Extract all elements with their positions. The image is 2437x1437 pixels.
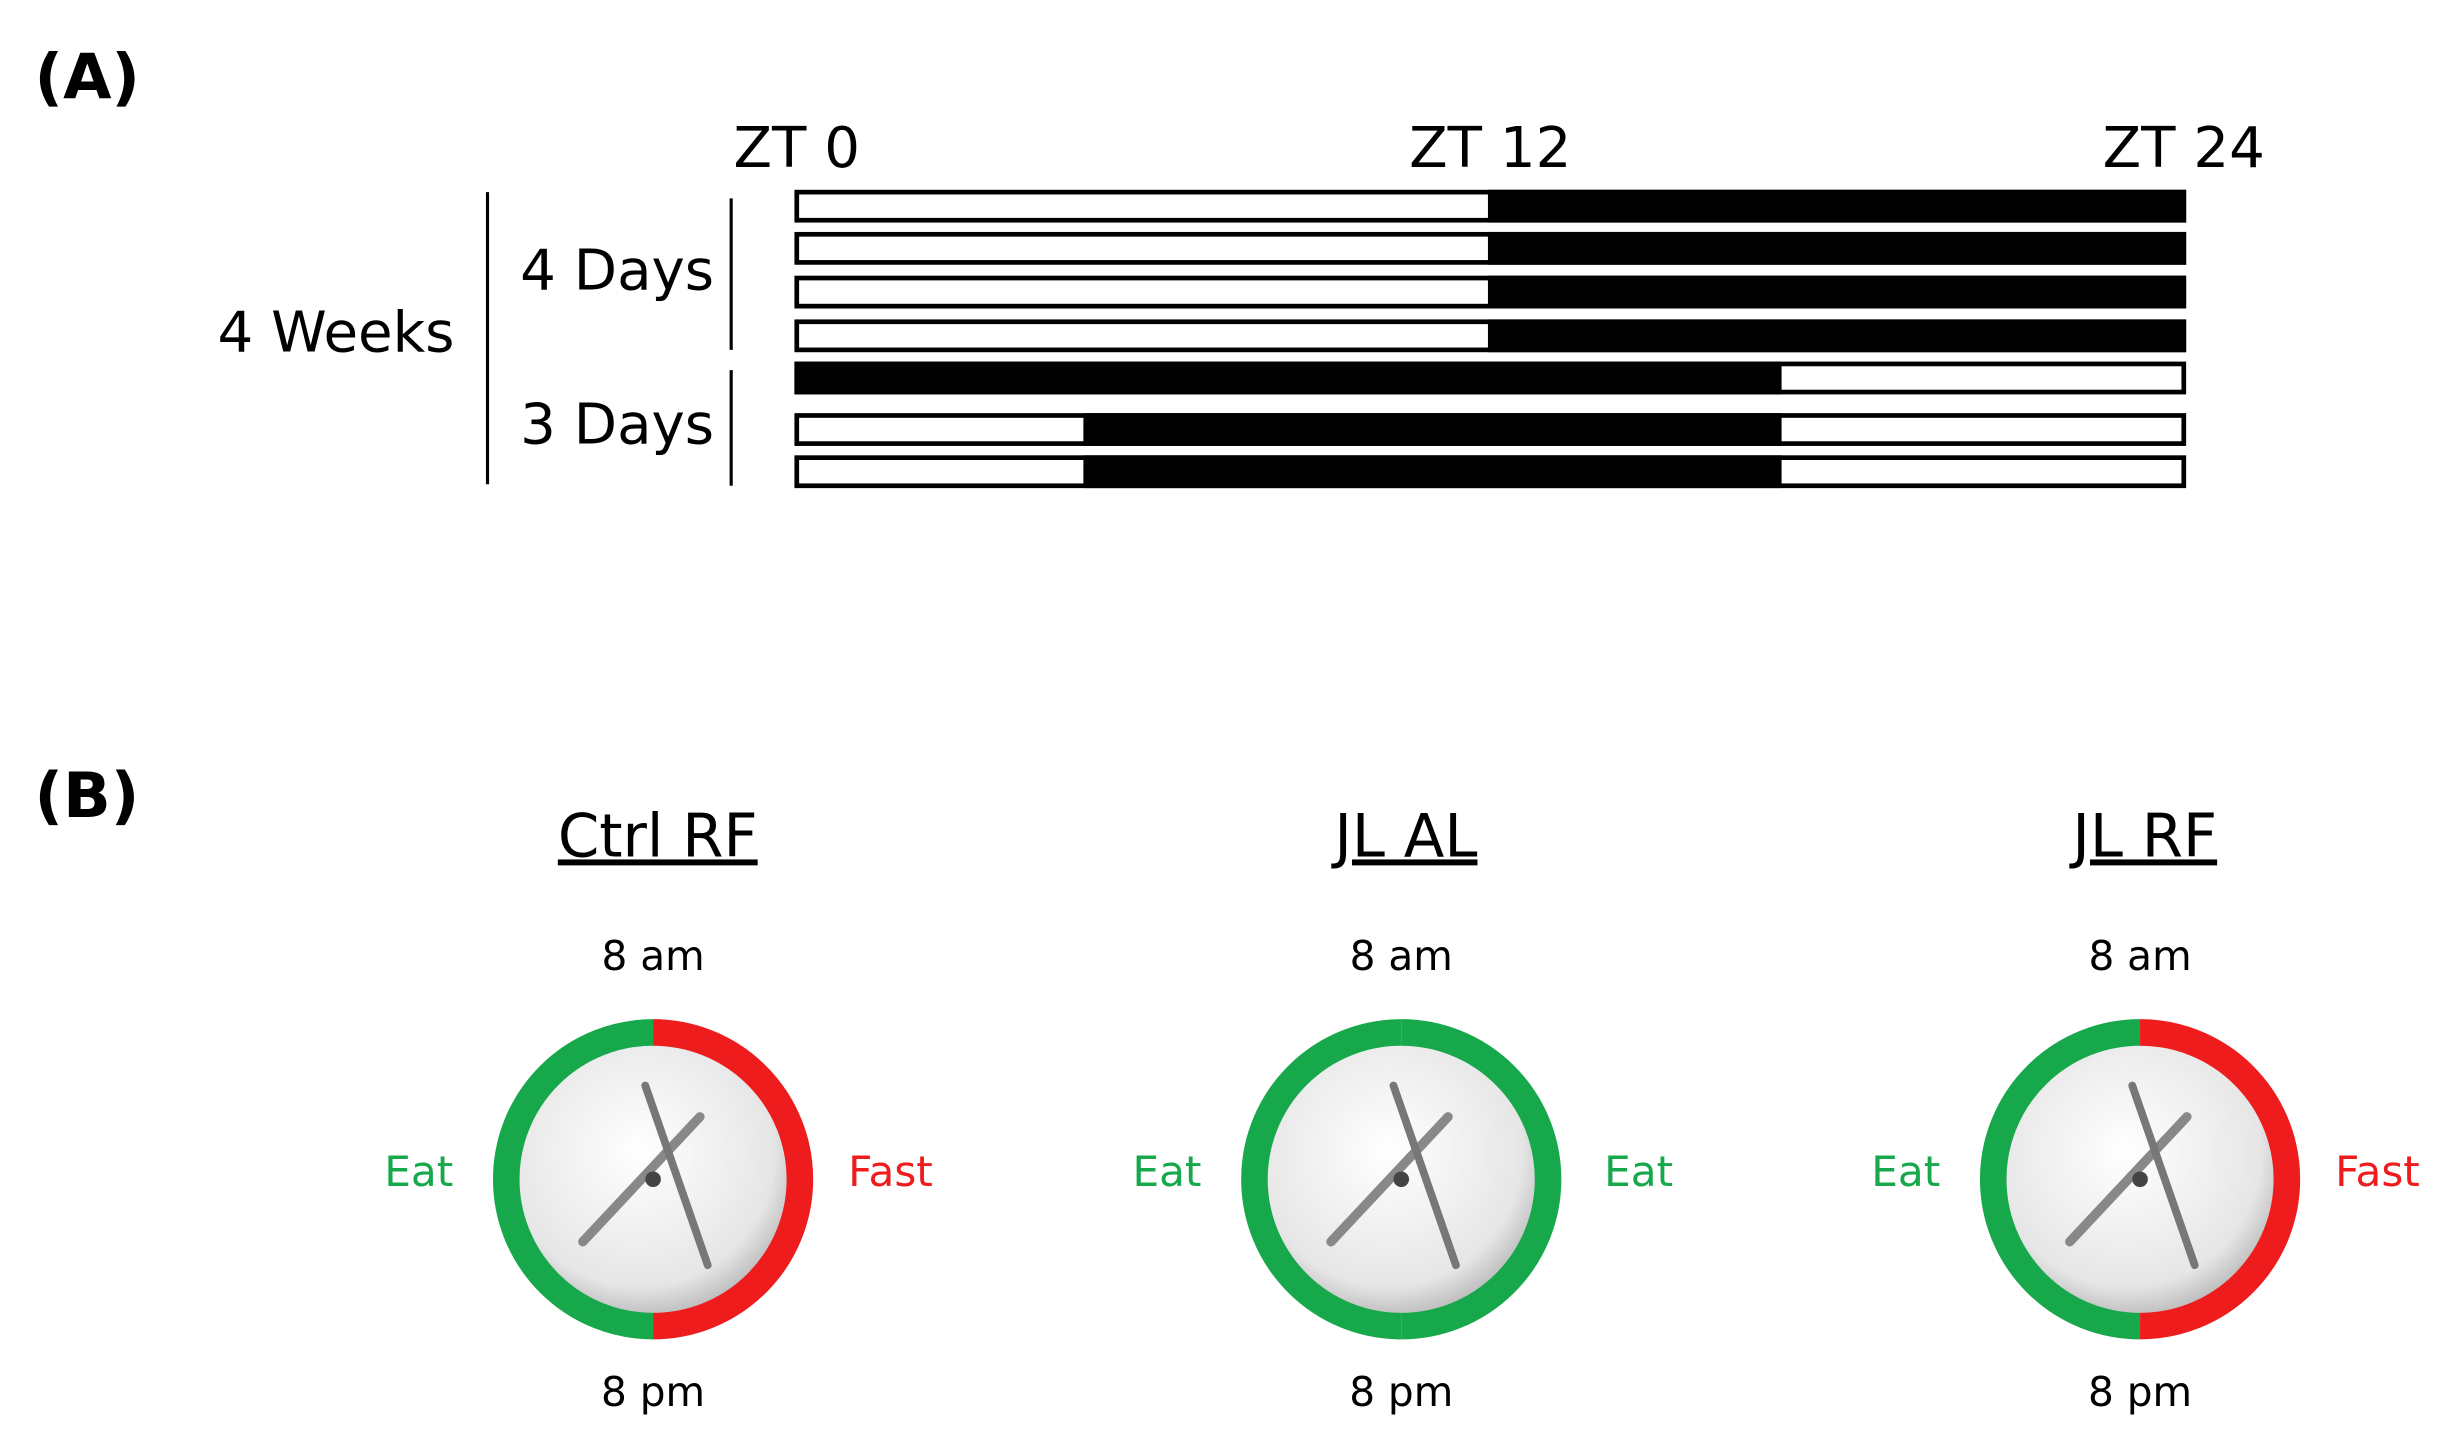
dark-bar [1487, 231, 2187, 265]
time-label: 8 pm [1349, 1368, 1453, 1416]
clock-title: JL RF [2068, 801, 2217, 870]
time-label: 8 am [601, 932, 704, 980]
right-arc [653, 1019, 814, 1340]
clock-hand [641, 1081, 712, 1270]
clock-hand [2128, 1081, 2199, 1270]
dark-bar [1487, 319, 2187, 353]
right-arc [2140, 1019, 2301, 1340]
eat-arc [492, 1019, 654, 1340]
time-label: 8 pm [601, 1368, 705, 1416]
panel-label: (A) [35, 40, 140, 113]
dark-bar [1487, 189, 2187, 223]
eat-arc [1241, 1019, 1402, 1340]
panel-label: (B) [35, 759, 140, 832]
arc-label: Fast [2335, 1147, 2420, 1196]
clock-hub [1393, 1171, 1410, 1188]
eat-arc [1979, 1019, 2141, 1340]
time-label: 8 pm [2088, 1368, 2192, 1416]
clock-hand [1389, 1081, 1460, 1270]
arc-label: Fast [848, 1147, 933, 1196]
clock-hand [2065, 1112, 2192, 1247]
clock-hand [1326, 1112, 1453, 1247]
group-label: 3 Days [520, 393, 714, 458]
arc-label: Eat [384, 1147, 453, 1196]
dark-bar [1083, 455, 1782, 489]
dark-bar [794, 361, 1782, 395]
arc-label: Eat [1604, 1147, 1673, 1196]
right-arc [1401, 1019, 1562, 1340]
arc-label: Eat [1871, 1147, 1940, 1196]
clock-title: JL AL [1330, 801, 1477, 870]
clock-hand [578, 1112, 705, 1247]
weeks-label: 4 Weeks [218, 300, 455, 365]
time-label: 8 am [1350, 932, 1453, 980]
zt-label: ZT 12 [1409, 116, 1571, 181]
group-label: 4 Days [520, 239, 714, 304]
dark-bar [1487, 275, 2187, 309]
time-label: 8 am [2088, 932, 2191, 980]
zt-label: ZT 24 [2103, 116, 2265, 181]
clock-hub [2132, 1171, 2148, 1188]
arc-label: Eat [1132, 1147, 1201, 1196]
zt-label: ZT 0 [734, 116, 861, 181]
clock-hub [645, 1171, 661, 1188]
clock-title: Ctrl RF [558, 801, 758, 870]
dark-bar [1083, 413, 1782, 446]
